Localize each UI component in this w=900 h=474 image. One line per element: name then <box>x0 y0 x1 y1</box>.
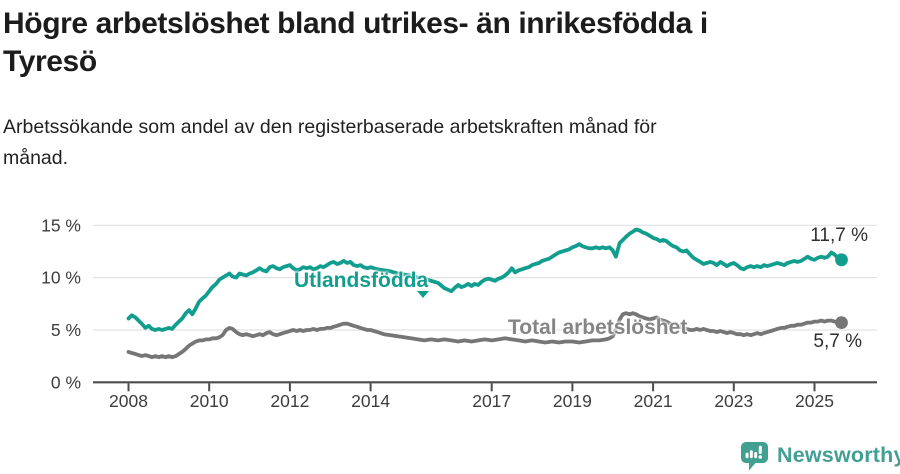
end-value-label-total-arbetsloshet: 5,7 % <box>813 331 862 352</box>
x-tick-label: 2025 <box>795 391 834 411</box>
label-caret-down-icon <box>417 291 429 298</box>
x-tick-label: 2008 <box>109 391 148 411</box>
y-tick-label: 0 % <box>51 372 81 392</box>
x-tick-label: 2019 <box>553 391 592 411</box>
y-tick-label: 15 % <box>41 215 81 235</box>
x-tick-label: 2010 <box>190 391 229 411</box>
x-tick-label: 2014 <box>351 391 390 411</box>
newsworthy-branding: Newsworthy <box>741 441 900 471</box>
series-label-total-arbetsloshet: Total arbetslöshet <box>508 316 688 339</box>
page-title-line2: Tyresö <box>3 45 97 78</box>
chart-subtitle: Arbetssökande som andel av den registerb… <box>3 112 863 174</box>
x-tick-label: 2021 <box>634 391 673 411</box>
end-value-label-utlandsfodda: 11,7 % <box>810 225 868 246</box>
page-title: Högre arbetslöshet bland utrikes- än inr… <box>3 5 873 81</box>
newsworthy-logo-icon <box>741 442 768 471</box>
page-title-line1: Högre arbetslöshet bland utrikes- än inr… <box>3 7 708 40</box>
chart-subtitle-line2: månad. <box>3 147 69 169</box>
end-dot-total-arbetsloshet <box>835 316 848 329</box>
series-line-total-arbetsloshet <box>126 311 844 360</box>
end-dot-utlandsfodda <box>835 253 848 267</box>
newsworthy-brand-text: Newsworthy <box>777 443 900 467</box>
series-label-utlandsfodda: Utlandsfödda <box>294 269 429 292</box>
x-tick-label: 2017 <box>472 391 511 411</box>
x-tick-label: 2012 <box>270 391 309 411</box>
x-tick-label: 2023 <box>714 391 753 411</box>
y-tick-label: 10 % <box>41 268 81 288</box>
y-tick-label: 5 % <box>51 320 81 340</box>
chart-subtitle-line1: Arbetssökande som andel av den registerb… <box>3 116 657 138</box>
series-line-utlandsfodda <box>126 227 844 332</box>
